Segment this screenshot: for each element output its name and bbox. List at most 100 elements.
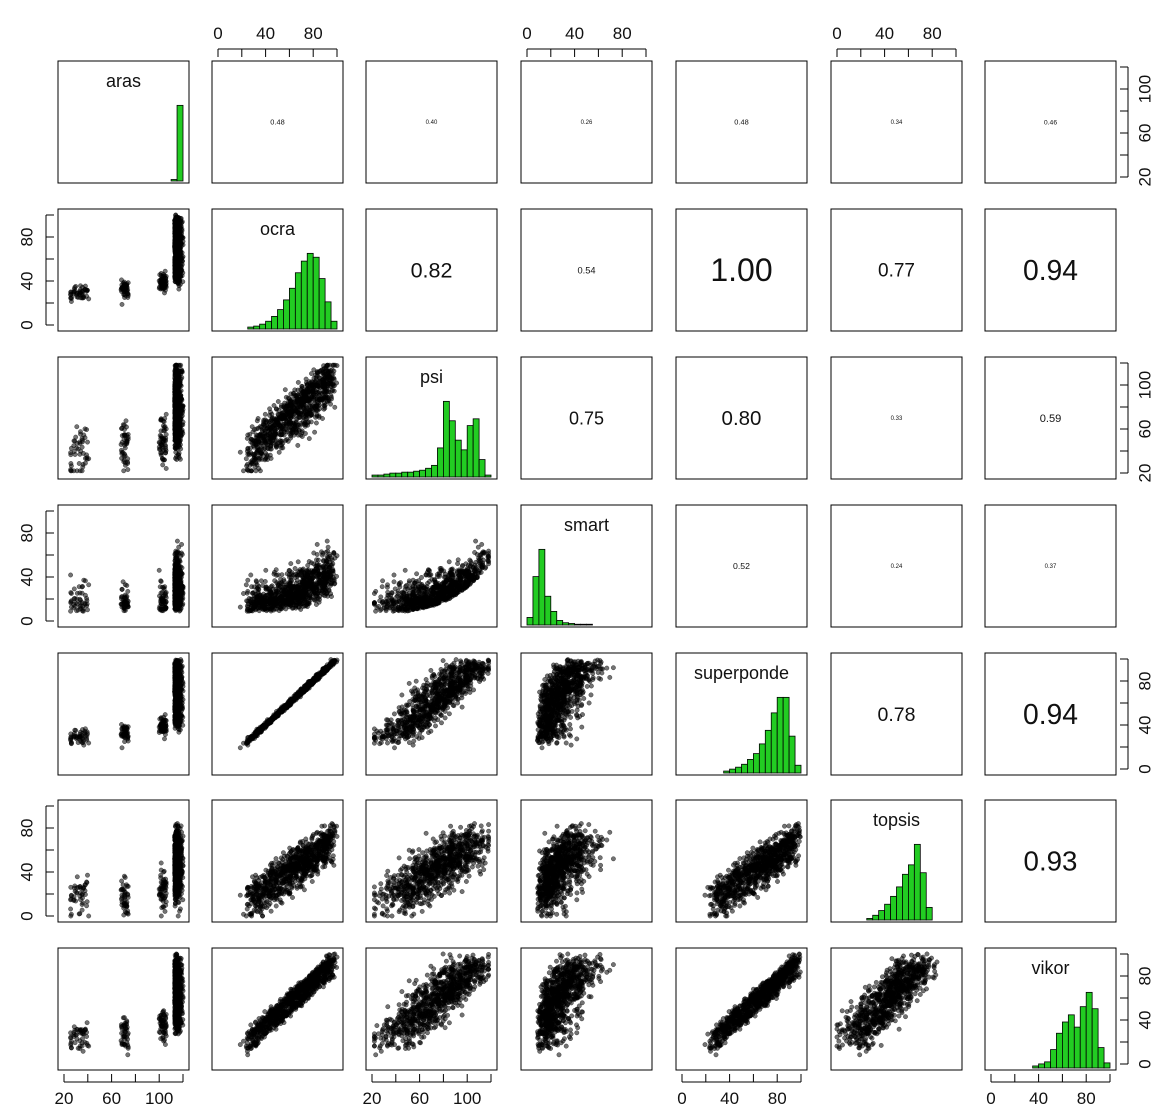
- scatter-point: [260, 433, 265, 439]
- histogram-bar: [176, 104, 184, 182]
- scatter-point: [276, 580, 282, 586]
- scatter-point: [68, 289, 74, 295]
- scatter-point: [323, 366, 329, 372]
- scatter-point: [288, 391, 294, 397]
- scatter-point: [156, 567, 162, 573]
- scatter-point: [178, 362, 184, 368]
- scatter-point: [122, 460, 128, 466]
- scatter-point: [176, 573, 182, 579]
- scatter-point: [290, 404, 296, 410]
- scatter-point: [78, 429, 83, 435]
- scatter-point: [119, 277, 124, 283]
- scatter-point: [391, 579, 397, 585]
- panel-aras-aras: aras: [57, 60, 190, 184]
- scatter-point: [267, 588, 273, 594]
- scatter-point: [178, 553, 184, 559]
- scatter-point: [321, 557, 327, 563]
- histogram-bar: [306, 252, 314, 330]
- panel-ocra-psi: 0.82: [365, 208, 498, 332]
- scatter-point: [262, 579, 268, 584]
- scatter-point: [177, 559, 183, 564]
- scatter-point: [74, 468, 80, 474]
- histogram-bar: [448, 420, 456, 478]
- scatter-point: [289, 586, 295, 592]
- scatter-point: [325, 578, 330, 584]
- scatter-point: [253, 599, 259, 604]
- panel-frame: [57, 208, 190, 332]
- scatter-point: [323, 549, 329, 555]
- scatter-point: [174, 388, 180, 394]
- histogram-bar: [454, 439, 462, 478]
- panel-psi-aras: [57, 356, 190, 480]
- scatter-point: [163, 595, 169, 601]
- scatter-point: [179, 367, 184, 373]
- scatter-point: [161, 457, 167, 463]
- scatter-point: [174, 454, 179, 459]
- correlation-value: 0.59: [1040, 413, 1062, 425]
- scatter-point: [163, 605, 169, 611]
- scatter-point: [178, 383, 184, 389]
- correlation-value: 0.94: [1023, 254, 1078, 286]
- scatter-point: [271, 571, 277, 577]
- histogram-bar: [395, 472, 403, 478]
- scatter-point: [289, 397, 294, 403]
- scatter-point: [163, 448, 169, 454]
- scatter-point: [246, 452, 252, 458]
- scatter-point: [119, 426, 124, 431]
- scatter-point: [276, 449, 282, 455]
- panel-aras-superponde: 0.48: [675, 60, 808, 184]
- scatter-point: [251, 452, 257, 458]
- scatter-point: [172, 383, 178, 389]
- panel-smart-psi: [365, 504, 498, 628]
- scatter-point: [243, 582, 249, 588]
- scatter-point: [176, 249, 182, 254]
- histogram-bar: [253, 325, 261, 330]
- panel-aras-smart: 0.26: [520, 60, 653, 184]
- scatter-point: [304, 567, 310, 573]
- scatter-point: [317, 565, 323, 571]
- scatter-point: [269, 428, 275, 434]
- histogram-bar: [413, 470, 420, 478]
- scatter-point: [174, 538, 180, 544]
- scatter-point: [253, 578, 259, 584]
- scatter-point: [176, 408, 182, 414]
- correlation-value: 0.46: [1044, 119, 1057, 126]
- panel-frame: [365, 60, 498, 184]
- panel-psi-superponde: 0.80: [675, 356, 808, 480]
- scatter-point: [159, 608, 165, 614]
- histogram-bar: [478, 459, 486, 478]
- scatter-point: [275, 399, 281, 404]
- histogram-bar: [271, 315, 278, 330]
- histogram-bar: [265, 320, 272, 330]
- scatter-point: [314, 541, 320, 547]
- scatter-point: [122, 445, 128, 451]
- scatter-point: [325, 544, 331, 550]
- scatter-point: [283, 407, 288, 413]
- histogram-bar: [371, 474, 379, 478]
- histogram-bar: [383, 473, 391, 478]
- scatter-point: [306, 599, 312, 605]
- variable-label-psi: psi: [420, 367, 443, 387]
- correlation-value: 0.77: [878, 261, 915, 282]
- scatter-point: [125, 291, 131, 297]
- scatter-point: [82, 286, 88, 292]
- scatter-point: [248, 604, 254, 609]
- variable-label-ocra: ocra: [260, 219, 296, 239]
- histogram-bar: [437, 447, 444, 478]
- histogram-bar: [407, 471, 415, 478]
- scatter-point: [295, 408, 300, 414]
- scatter-point: [178, 578, 184, 584]
- scatter-point: [279, 606, 285, 612]
- scatter-point: [172, 266, 178, 271]
- scatter-point: [159, 277, 165, 283]
- scatter-point: [289, 410, 295, 416]
- histogram-bar: [312, 256, 320, 330]
- scatter-point: [322, 403, 327, 409]
- scatter-point: [68, 468, 74, 474]
- scatter-point: [262, 417, 268, 423]
- scatter-point: [245, 577, 251, 583]
- scatter-point: [304, 420, 310, 426]
- scatter-point: [256, 466, 262, 471]
- scatter-point: [310, 388, 316, 394]
